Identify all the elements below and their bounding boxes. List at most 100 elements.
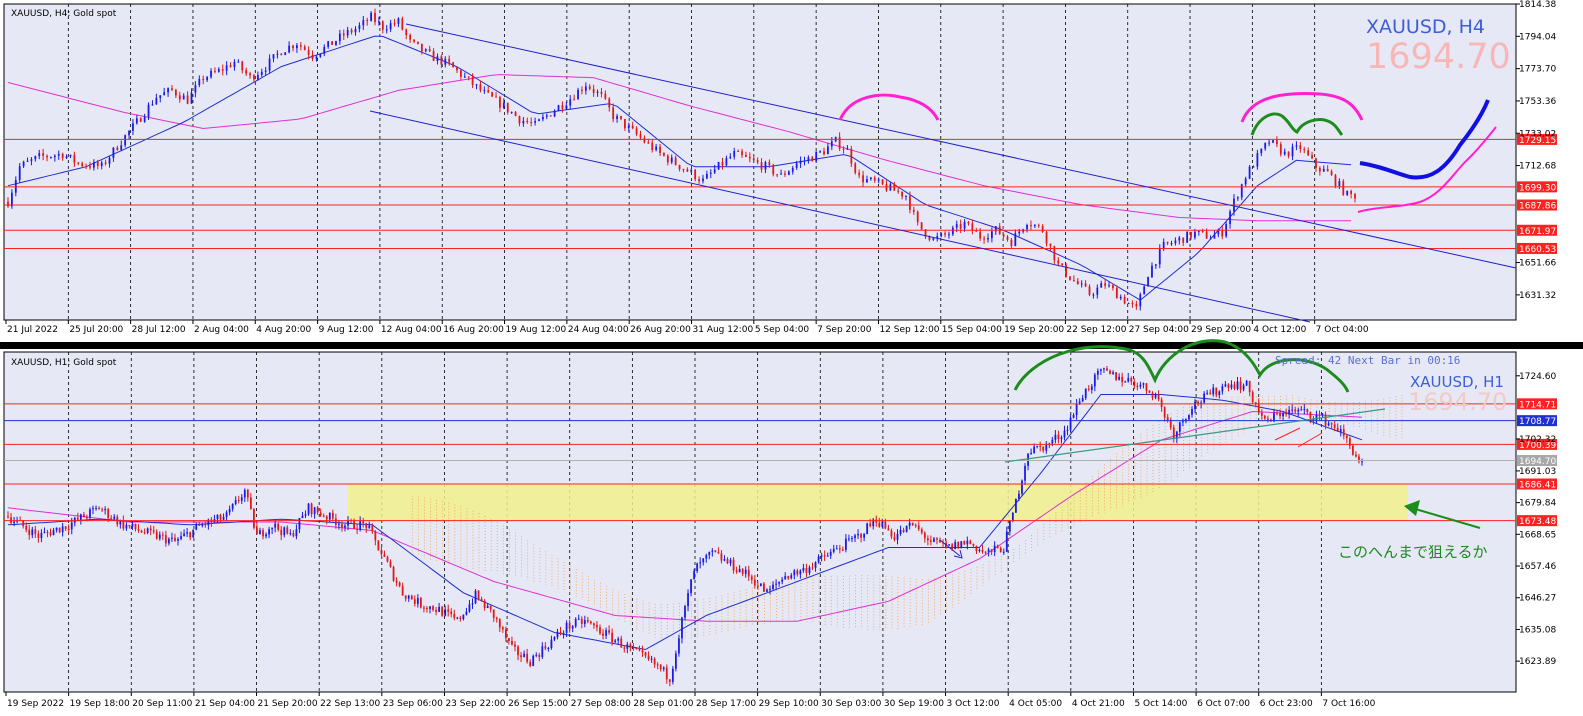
bot-candle-body: [113, 516, 116, 519]
top-candle-body: [26, 160, 29, 162]
bot-candle-body: [999, 547, 1002, 553]
bot-candle: [878, 517, 881, 528]
bot-candle: [589, 620, 592, 625]
top-candle-body: [971, 223, 974, 231]
bot-candle-body: [699, 562, 702, 564]
bot-candle: [1336, 423, 1339, 432]
top-candle: [11, 189, 13, 209]
bot-candle-body: [192, 529, 195, 538]
top-candle: [502, 98, 505, 110]
top-candle: [538, 118, 540, 122]
bot-candle-body: [204, 524, 207, 526]
bot-candle: [841, 546, 844, 552]
top-time-tick-label: 26 Aug 20:00: [630, 325, 691, 335]
top-candle-body: [561, 105, 564, 109]
top-candle-body: [1260, 148, 1263, 154]
bot-candle-body: [805, 568, 808, 573]
bot-candle-body: [702, 558, 705, 563]
bot-candle-body: [331, 512, 334, 519]
bot-candle-body: [726, 559, 729, 564]
bot-candle-body: [1191, 409, 1193, 415]
bot-time-tick-label: 28 Sep 01:00: [633, 699, 693, 709]
bot-candle-body: [1336, 427, 1339, 432]
top-candle: [1057, 257, 1060, 267]
top-candle: [721, 157, 724, 170]
bot-candle-body: [435, 609, 437, 612]
bot-candle: [763, 582, 765, 592]
top-candle-body: [577, 89, 579, 100]
top-candle: [378, 16, 380, 26]
h1-symbol-label: XAUUSD, H1: [1410, 373, 1504, 391]
top-candle: [514, 111, 517, 117]
top-candle: [659, 143, 661, 157]
top-candle: [694, 168, 697, 182]
bot-candle: [1266, 415, 1269, 423]
bot-time-tick-label: 19 Sep 2022: [7, 699, 64, 709]
top-candle: [374, 8, 376, 26]
bot-candle: [1130, 376, 1133, 385]
top-candle: [1307, 147, 1310, 157]
top-candle: [873, 175, 876, 183]
h4-moving-averages: [7, 35, 1352, 301]
bot-candle-body: [732, 559, 735, 571]
bot-candle-body: [1282, 413, 1284, 417]
top-time-tick-label: 31 Aug 12:00: [693, 325, 754, 335]
bot-candle-body: [7, 516, 9, 518]
bot-candle-body: [180, 536, 182, 540]
bot-candle: [137, 524, 140, 533]
bot-candle: [1015, 498, 1017, 513]
top-candle-body: [217, 69, 220, 72]
bot-candle: [441, 605, 444, 617]
top-candle: [432, 48, 435, 62]
top-candle: [190, 88, 193, 104]
top-candle-body: [128, 130, 130, 136]
top-candle-body: [975, 230, 978, 232]
top-candle-body: [417, 41, 419, 44]
bot-candle-body: [501, 627, 504, 630]
bot-candle: [738, 565, 741, 573]
bot-candle: [1303, 404, 1306, 415]
top-candle: [471, 73, 474, 89]
top-level-tag: [1517, 242, 1557, 254]
bot-candle-body: [863, 534, 866, 538]
bot-candle: [498, 618, 501, 632]
bot-candle: [101, 507, 104, 512]
bot-time-tick-label: 4 Oct 21:00: [1072, 699, 1125, 709]
top-candle: [1315, 157, 1317, 172]
top-candle-body: [518, 116, 521, 124]
bot-candle-body: [456, 617, 459, 619]
bot-candle-body: [334, 518, 337, 525]
top-candle: [92, 159, 95, 171]
bot-candle-body: [453, 613, 456, 618]
h4-channel-lower-line[interactable]: [369, 110, 1311, 323]
h1-price-axis[interactable]: 1724.601702.321691.031679.841668.651657.…: [1516, 372, 1556, 667]
top-candle: [116, 145, 119, 151]
bot-candle: [514, 641, 516, 652]
top-candle: [631, 121, 634, 130]
top-candle-body: [444, 58, 447, 65]
bot-candle-body: [763, 583, 765, 592]
bot-time-tick-label: 4 Oct 05:00: [1009, 699, 1062, 709]
h4-symbol-label: XAUUSD, H4: [1366, 16, 1485, 38]
h1-trendline[interactable]: [1004, 408, 1386, 463]
bot-candle: [204, 521, 207, 528]
bot-candle: [13, 516, 15, 527]
bot-candle: [1315, 410, 1318, 424]
top-candle-body: [92, 162, 95, 168]
bot-candle: [1245, 379, 1248, 387]
top-candle: [268, 54, 271, 74]
bot-candle-body: [972, 543, 975, 546]
top-candle-body: [108, 157, 111, 164]
h1-time-axis[interactable]: 19 Sep 2022 19 Sep 18:00 20 Sep 11:00 21 Se…: [5, 692, 1376, 709]
h4-price-axis[interactable]: 1814.381794.041773.701753.361733.021712.…: [1516, 0, 1556, 301]
h1-chart-panel[interactable]: 1714.711708.771700.391694.701686.411673.…: [3, 339, 1557, 709]
top-candle: [393, 19, 396, 27]
h4-channel-upper-line[interactable]: [405, 23, 1517, 269]
bot-candle: [984, 551, 987, 555]
bot-candle-body: [705, 555, 708, 559]
top-candle-body: [944, 233, 946, 235]
h4-time-axis[interactable]: 21 Jul 2022 25 Jul 20:00 28 Jul 12:00 2 Aug…: [5, 320, 1369, 335]
bot-candle-body: [486, 605, 489, 608]
